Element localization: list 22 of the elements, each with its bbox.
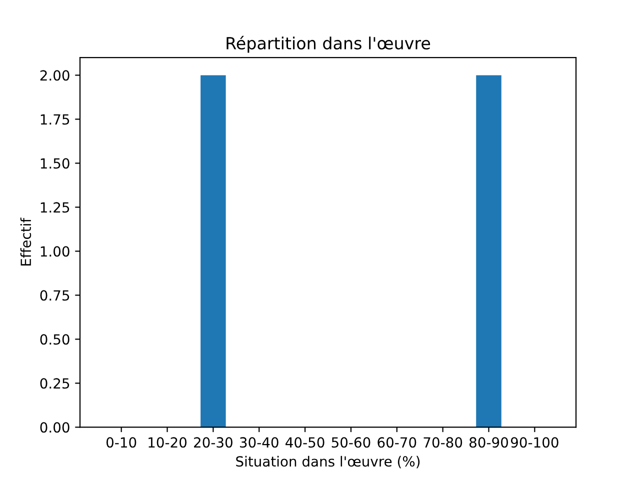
- y-tick-label: 1.50: [40, 158, 70, 169]
- y-tick-label: 1.75: [40, 114, 70, 125]
- y-tick-label: 0.50: [40, 334, 70, 345]
- y-tick-label: 0.00: [40, 422, 70, 433]
- chart-title: Répartition dans l'œuvre: [226, 36, 430, 53]
- y-tick-label: 0.75: [40, 290, 70, 301]
- y-tick-label: 2.00: [40, 70, 70, 81]
- x-tick-label: 0-10: [106, 437, 136, 448]
- x-tick-label: 70-80: [424, 437, 462, 448]
- x-tick-label: 60-70: [378, 437, 416, 448]
- x-tick-label: 50-60: [332, 437, 370, 448]
- y-axis-title: Effectif: [20, 218, 32, 266]
- x-axis-title: Situation dans l'œuvre (%): [236, 456, 420, 468]
- x-tick-label: 80-90: [470, 437, 508, 448]
- x-tick-label: 20-30: [194, 437, 232, 448]
- x-tick-label: 40-50: [286, 437, 324, 448]
- y-tick-label: 1.25: [40, 202, 70, 213]
- y-tick-label: 0.25: [40, 378, 70, 389]
- x-tick-label: 10-20: [148, 437, 187, 448]
- x-tick-label: 90-100: [510, 437, 558, 448]
- y-tick-label: 1.00: [40, 246, 70, 257]
- x-tick-label: 30-40: [240, 437, 278, 448]
